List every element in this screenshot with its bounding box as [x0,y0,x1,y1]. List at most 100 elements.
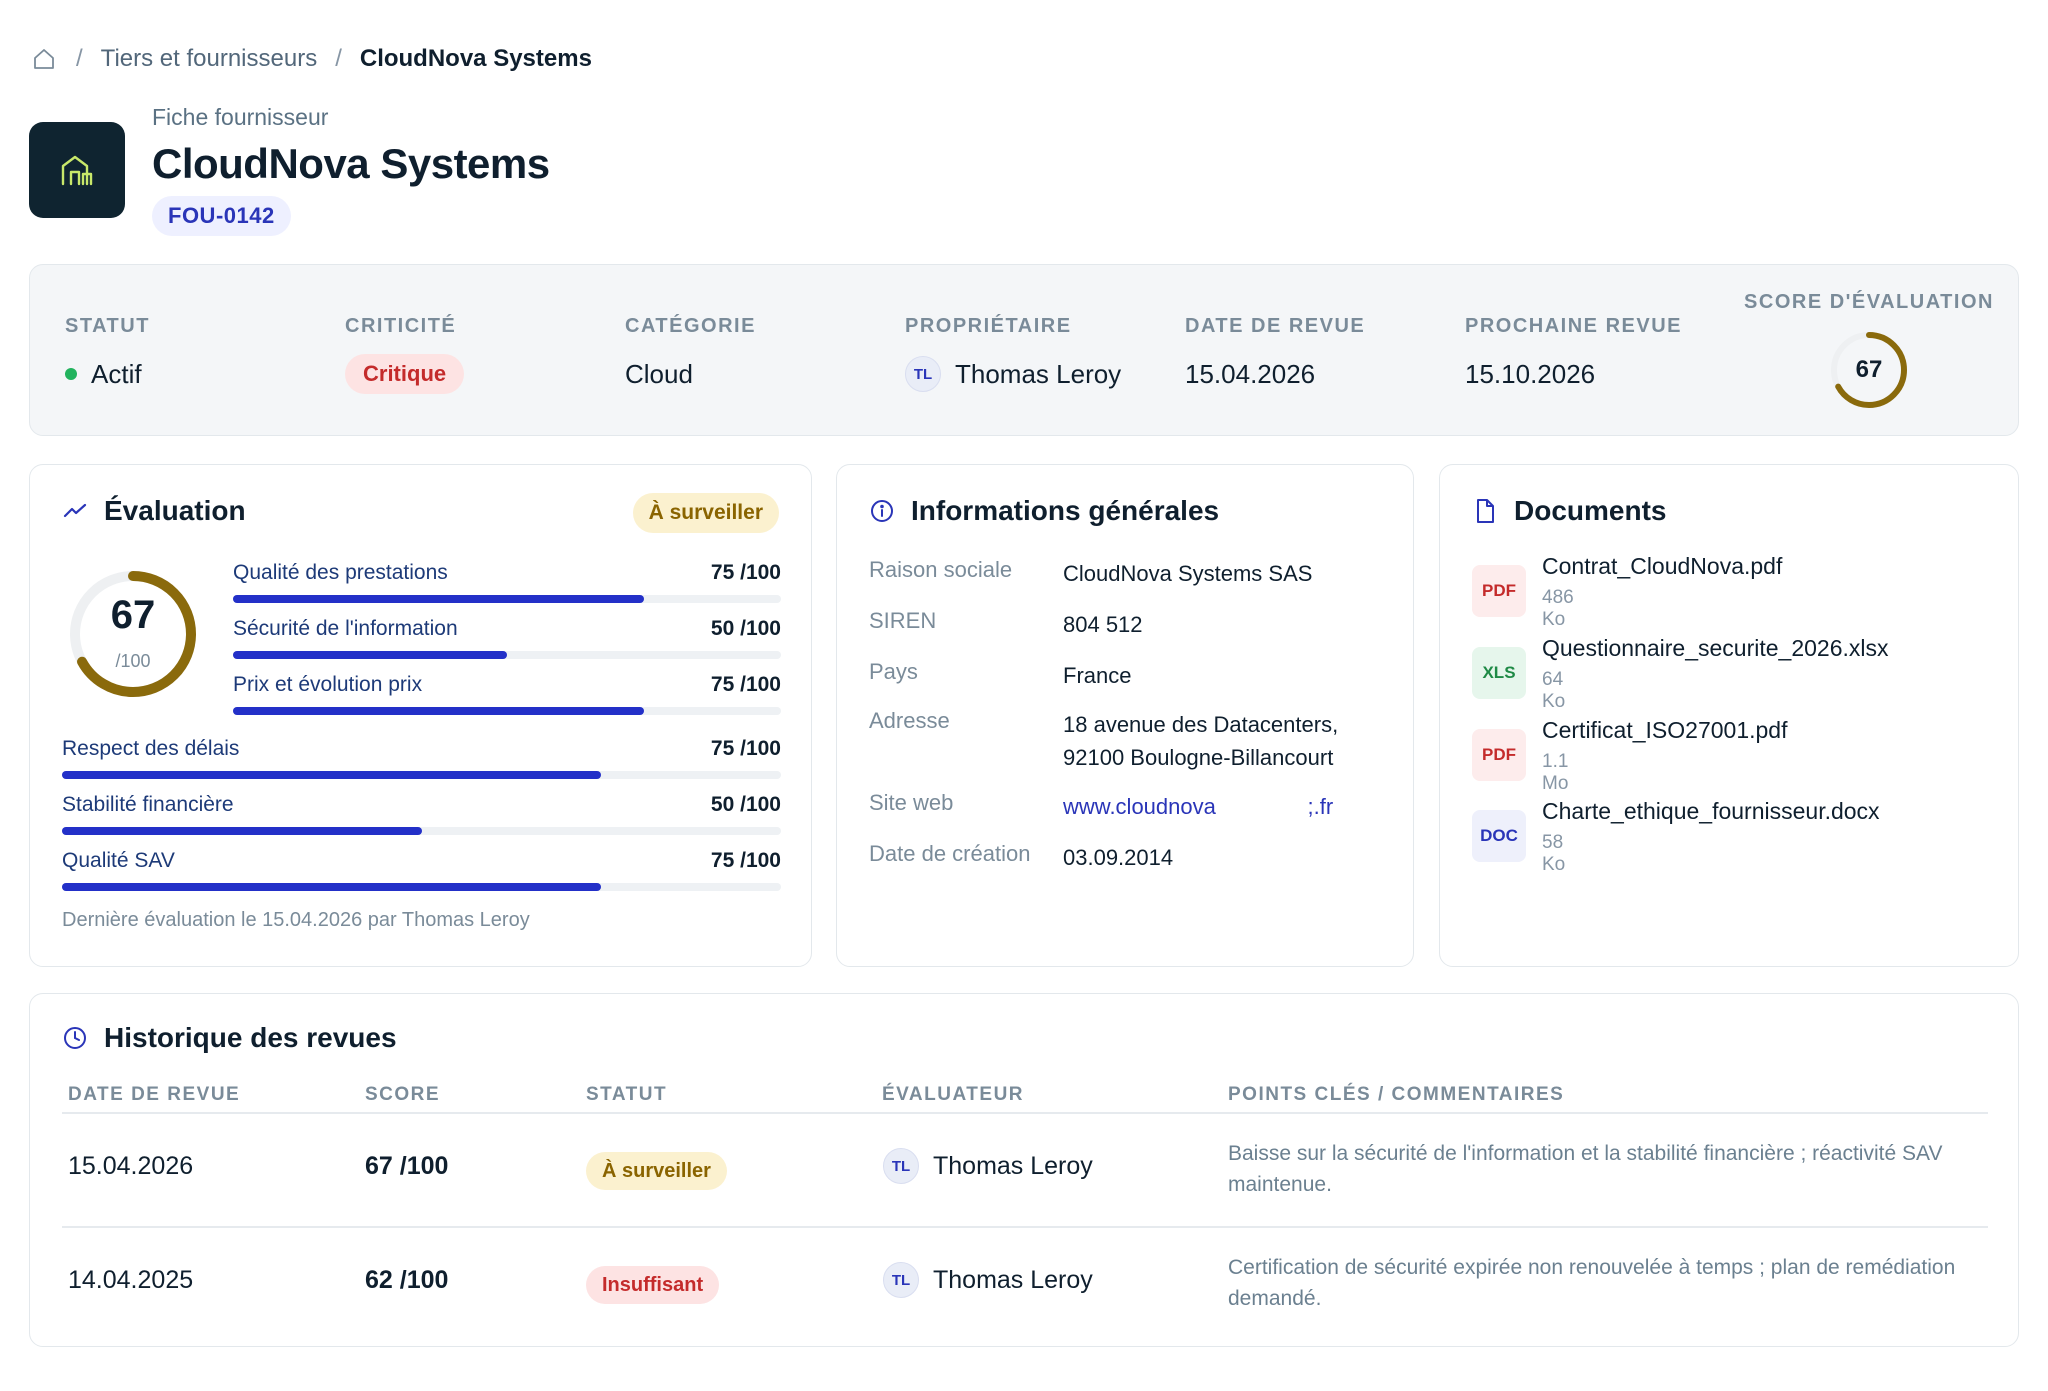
summary-bar: STATUT Actif CRITICITÉ Critique CATÉGORI… [29,264,2019,436]
trend-icon [60,496,90,526]
criterion-label: Qualité des prestations [233,561,448,584]
info-value: France [1063,663,1132,688]
document-size: 58 Ko [1542,832,1566,875]
home-icon[interactable] [30,45,58,73]
criterion-fill [62,771,602,779]
evaluation-footer: Dernière évaluation le 15.04.2026 par Th… [62,909,530,931]
review-score: 62 /100 [365,1266,449,1294]
card-title: Informations générales [867,495,1219,527]
review-history-card: Historique des revues DATE DE REVUE SCOR… [29,993,2019,1347]
info-key: SIREN [869,608,937,633]
info-value: CloudNova Systems SAS [1063,561,1313,586]
criterion-value: 75 /100 [710,673,781,696]
reviewer-name: Thomas Leroy [933,1151,1093,1180]
xls-icon: XLS [1472,647,1526,699]
review-comment: Certification de sécurité expirée non re… [1228,1256,1956,1310]
criterion-value: 75 /100 [710,737,781,760]
summary-owner: PROPRIÉTAIRE TL Thomas Leroy [905,315,1121,394]
summary-label: CRITICITÉ [345,315,457,337]
status-dot [65,368,77,380]
document-name[interactable]: Certificat_ISO27001.pdf [1542,717,1788,743]
summary-next-review: PROCHAINE REVUE 15.10.2026 [1465,315,1682,394]
supplier-logo [29,122,125,218]
criterion-label: Qualité SAV [62,849,175,872]
page-eyebrow: Fiche fournisseur [152,104,329,130]
evaluation-ring-arc [70,571,196,697]
info-value: 18 avenue des Datacenters, 92100 Boulogn… [1063,712,1339,770]
pdf-icon: PDF [1472,729,1526,781]
owner-name[interactable]: Thomas Leroy [955,358,1122,389]
document-size: 1.1 Mo [1542,751,1569,794]
status-badge: Insuffisant [586,1266,720,1304]
supplier-code-badge: FOU-0142 [152,196,291,236]
next-review-value: 15.10.2026 [1465,358,1596,389]
document-size: 486 Ko [1542,587,1574,630]
criterion-row: Sécurité de l'information 50 /100 [233,617,781,663]
criterion-fill [233,651,507,659]
breadcrumb-link-suppliers[interactable]: Tiers et fournisseurs [100,45,318,72]
reviewer-name: Thomas Leroy [933,1265,1093,1294]
status-badge: À surveiller [586,1152,727,1190]
document-name[interactable]: Questionnaire_securite_2026.xlsx [1542,635,1889,661]
criticality-badge: Critique [345,354,465,394]
review-score: 67 /100 [365,1152,449,1180]
breadcrumb-separator: / [335,45,342,72]
criterion-track [233,707,781,715]
score-ring: 67 [1827,328,1911,412]
table-row[interactable]: 14.04.2025 62 /100 Insuffisant TL Thomas… [30,1228,2020,1340]
summary-label: DATE DE REVUE [1185,315,1366,337]
summary-label: PROCHAINE REVUE [1465,315,1682,337]
card-title: Documents [1470,495,1666,527]
criterion-track [62,883,781,891]
avatar: TL [883,1148,919,1184]
criterion-fill [62,883,602,891]
evaluation-score-ring: 67 /100 [66,567,200,701]
summary-value: Actif [65,354,150,394]
summary-value: Critique [345,354,465,394]
card-title: Historique des revues [60,1022,397,1054]
criterion-value: 75 /100 [710,849,781,872]
summary-score: SCORE D'ÉVALUATION 67 [1744,291,1994,412]
score-ring-arc [1831,332,1907,408]
criterion-fill [233,707,644,715]
criterion-value: 50 /100 [710,793,781,816]
document-name[interactable]: Contrat_CloudNova.pdf [1542,553,1783,579]
summary-category: CATÉGORIE Cloud [625,315,756,394]
info-key: Date de création [869,841,1031,866]
card-title: Évaluation [60,495,246,527]
page-title: CloudNova Systems [152,140,550,187]
clock-icon [60,1023,90,1053]
info-key: Pays [869,659,918,684]
breadcrumb: / Tiers et fournisseurs / CloudNova Syst… [30,42,592,76]
info-key: Adresse [869,708,950,733]
table-row[interactable]: 15.04.2026 67 /100 À surveiller TL Thoma… [30,1114,2020,1226]
column-header-date[interactable]: DATE DE REVUE [68,1084,241,1105]
document-name[interactable]: Charte_ethique_fournisseur.docx [1542,798,1880,824]
avatar: TL [905,356,941,392]
website-link[interactable]: www.cloudnova ;.fr [1063,794,1334,819]
documents-title: Documents [1514,495,1667,526]
summary-label: STATUT [65,315,150,337]
info-value: 804 512 [1063,612,1143,637]
criterion-label: Prix et évolution prix [233,673,423,696]
column-header-status[interactable]: STATUT [586,1084,668,1105]
criterion-label: Stabilité financière [62,793,234,816]
score-value: 67 [1855,356,1883,383]
criterion-row: Prix et évolution prix 75 /100 [233,673,781,719]
summary-value: TL Thomas Leroy [905,354,1121,394]
category-value: Cloud [625,358,693,389]
criterion-row: Respect des délais 75 /100 [62,737,781,783]
column-header-score[interactable]: SCORE [365,1084,441,1105]
column-header-reviewer[interactable]: ÉVALUATEUR [882,1084,1025,1105]
evaluation-card: Évaluation À surveiller 67 /100 Qualité … [29,464,812,967]
evaluation-score: 67 [110,593,156,637]
reviewer: TL Thomas Leroy [883,1262,1093,1298]
criterion-fill [62,827,422,835]
documents-card: Documents PDF Contrat_CloudNova.pdf 486 … [1439,464,2019,967]
table-divider [62,1112,1988,1114]
pdf-icon: PDF [1472,565,1526,617]
avatar: TL [883,1262,919,1298]
criterion-label: Sécurité de l'information [233,617,458,640]
document-size: 64 Ko [1542,669,1566,712]
review-comment: Baisse sur la sécurité de l'information … [1228,1142,1943,1196]
